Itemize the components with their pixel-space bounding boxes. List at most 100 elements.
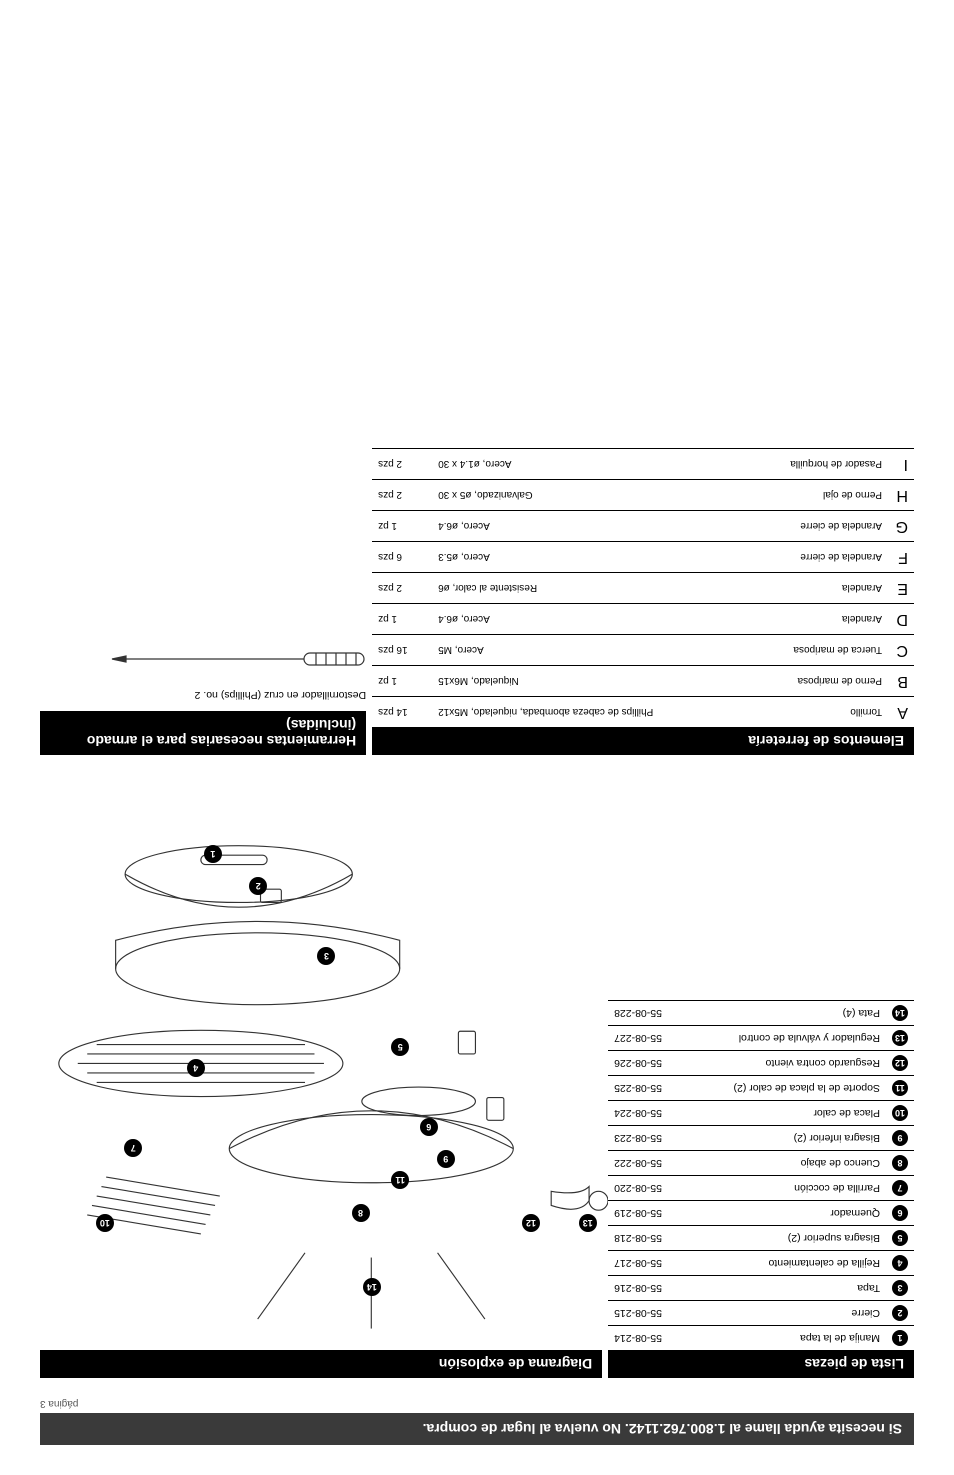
section-hardware: Elementos de ferretería bbox=[372, 727, 914, 755]
page-number: página 3 bbox=[40, 1398, 914, 1409]
part-code: 55-08-222 bbox=[608, 1151, 678, 1176]
hardware-spec: Acero, ø6.4 bbox=[432, 510, 745, 541]
table-row: 6Quemador55-08-219 bbox=[608, 1201, 914, 1226]
table-row: 12Resguardo contra viento55-08-226 bbox=[608, 1051, 914, 1076]
hardware-qty: 2 pzs bbox=[372, 448, 432, 479]
hardware-name: Perno de ojal bbox=[745, 479, 888, 510]
hardware-letter: E bbox=[888, 572, 914, 603]
part-code: 55-08-225 bbox=[608, 1076, 678, 1101]
part-name: Cuenco de abajo bbox=[678, 1151, 886, 1176]
hardware-spec: Acero, ø5.3 bbox=[432, 541, 745, 572]
hardware-spec: Galvanizado, ø5 x 30 bbox=[432, 479, 745, 510]
part-code: 55-08-215 bbox=[608, 1301, 678, 1326]
part-name: Pata (4) bbox=[678, 1001, 886, 1026]
table-row: 4Rejilla de calentamiento55-08-217 bbox=[608, 1251, 914, 1276]
hardware-letter: G bbox=[888, 510, 914, 541]
hardware-letter: H bbox=[888, 479, 914, 510]
part-code: 55-08-228 bbox=[608, 1001, 678, 1026]
hardware-letter: A bbox=[888, 696, 914, 727]
hardware-qty: 16 pzs bbox=[372, 634, 432, 665]
part-number-badge: 11 bbox=[892, 1080, 908, 1096]
table-row: 1 Manija de la tapa55-08-214 bbox=[608, 1326, 914, 1351]
part-name: Cierre bbox=[678, 1301, 886, 1326]
section-tools: Herramientas necesarias para el armado (… bbox=[40, 711, 366, 755]
table-row: 2 Cierre55-08-215 bbox=[608, 1301, 914, 1326]
table-row: ATornilloPhillips de cabeza abombada, ni… bbox=[372, 696, 914, 727]
callout-badge: 8 bbox=[352, 1204, 370, 1222]
parts-table: 1Manija de la tapa55-08-2142Cierre55-08-… bbox=[608, 1000, 914, 1350]
hardware-name: Arandela de cierre bbox=[745, 541, 888, 572]
part-number-badge: 12 bbox=[892, 1055, 908, 1071]
section-parts-list: Lista de piezas bbox=[608, 1350, 914, 1378]
callout-badge: 10 bbox=[96, 1214, 114, 1232]
part-number-badge: 6 bbox=[892, 1205, 908, 1221]
hardware-letter: C bbox=[888, 634, 914, 665]
callout-badge: 4 bbox=[187, 1059, 205, 1077]
table-row: 13 Regulador y válvula de control55-08-22… bbox=[608, 1026, 914, 1051]
hardware-qty: 1 pz bbox=[372, 603, 432, 634]
part-name: Parrilla de cocción bbox=[678, 1176, 886, 1201]
part-name: Placa de calor bbox=[678, 1101, 886, 1126]
part-number-badge: 3 bbox=[892, 1280, 908, 1296]
hardware-name: Tornillo bbox=[745, 696, 888, 727]
part-code: 55-08-218 bbox=[608, 1226, 678, 1251]
hardware-table: ATornilloPhillips de cabeza abombada, ni… bbox=[372, 448, 914, 727]
hardware-qty: 2 pzs bbox=[372, 572, 432, 603]
exploded-diagram: 1234567891011121314 bbox=[40, 815, 608, 1350]
part-number-badge: 14 bbox=[892, 1005, 908, 1021]
table-row: 14 Pata (4)55-08-228 bbox=[608, 1001, 914, 1026]
callout-badge: 13 bbox=[579, 1214, 597, 1232]
callout-badge: 5 bbox=[391, 1038, 409, 1056]
part-number-badge: 9 bbox=[892, 1130, 908, 1146]
part-number-badge: 13 bbox=[892, 1030, 908, 1046]
part-name: Soporte de la placa de calor (2) bbox=[678, 1076, 886, 1101]
table-row: EArandelaResistente al calor, ø62 pzs bbox=[372, 572, 914, 603]
part-number-badge: 2 bbox=[892, 1305, 908, 1321]
page-number-value: 3 bbox=[40, 1398, 46, 1409]
section-exploded: Diagrama de explosión bbox=[40, 1350, 602, 1378]
part-code: 55-08-216 bbox=[608, 1276, 678, 1301]
table-row: GArandela de cierreAcero, ø6.41 pz bbox=[372, 510, 914, 541]
part-code: 55-08-227 bbox=[608, 1026, 678, 1051]
part-name: Manija de la tapa bbox=[678, 1326, 886, 1351]
hardware-spec: Acero, ø6.4 bbox=[432, 603, 745, 634]
part-name: Tapa bbox=[678, 1276, 886, 1301]
part-name: Quemador bbox=[678, 1201, 886, 1226]
part-number-badge: 5 bbox=[892, 1230, 908, 1246]
hardware-name: Arandela bbox=[745, 603, 888, 634]
part-number-badge: 10 bbox=[892, 1105, 908, 1121]
part-name: Regulador y válvula de control bbox=[678, 1026, 886, 1051]
callout-badge: 6 bbox=[420, 1118, 438, 1136]
part-number-badge: 1 bbox=[892, 1330, 908, 1346]
screwdriver-icon bbox=[106, 639, 366, 679]
hardware-name: Tuerca de mariposa bbox=[745, 634, 888, 665]
hardware-name: Arandela bbox=[745, 572, 888, 603]
table-row: BPerno de mariposaNiquelado, M6x151 pz bbox=[372, 665, 914, 696]
hardware-letter: B bbox=[888, 665, 914, 696]
hardware-qty: 14 pzs bbox=[372, 696, 432, 727]
hardware-letter: F bbox=[888, 541, 914, 572]
hardware-qty: 1 pz bbox=[372, 665, 432, 696]
hardware-name: Perno de mariposa bbox=[745, 665, 888, 696]
help-bar: Si necesita ayuda llame al 1.800.762.114… bbox=[40, 1413, 914, 1445]
hardware-name: Pasador de horquilla bbox=[745, 448, 888, 479]
table-row: 9Bisagra inferior (2)55-08-223 bbox=[608, 1126, 914, 1151]
table-row: 7 Parrilla de cocción55-08-220 bbox=[608, 1176, 914, 1201]
part-code: 55-08-226 bbox=[608, 1051, 678, 1076]
hardware-spec: Resistente al calor, ø6 bbox=[432, 572, 745, 603]
hardware-qty: 6 pzs bbox=[372, 541, 432, 572]
part-code: 55-08-214 bbox=[608, 1326, 678, 1351]
exploded-drawing bbox=[40, 815, 608, 1350]
table-row: DArandelaAcero, ø6.41 pz bbox=[372, 603, 914, 634]
part-number-badge: 4 bbox=[892, 1255, 908, 1271]
table-row: CTuerca de mariposaAcero, M516 pzs bbox=[372, 634, 914, 665]
hardware-qty: 2 pzs bbox=[372, 479, 432, 510]
hardware-qty: 1 pz bbox=[372, 510, 432, 541]
hardware-spec: Acero, ø1.4 x 30 bbox=[432, 448, 745, 479]
hardware-letter: D bbox=[888, 603, 914, 634]
part-code: 55-08-220 bbox=[608, 1176, 678, 1201]
table-row: 11 Soporte de la placa de calor (2)55-08-… bbox=[608, 1076, 914, 1101]
table-row: IPasador de horquillaAcero, ø1.4 x 302 p… bbox=[372, 448, 914, 479]
table-row: 5Bisagra superior (2)55-08-218 bbox=[608, 1226, 914, 1251]
part-number-badge: 7 bbox=[892, 1180, 908, 1196]
